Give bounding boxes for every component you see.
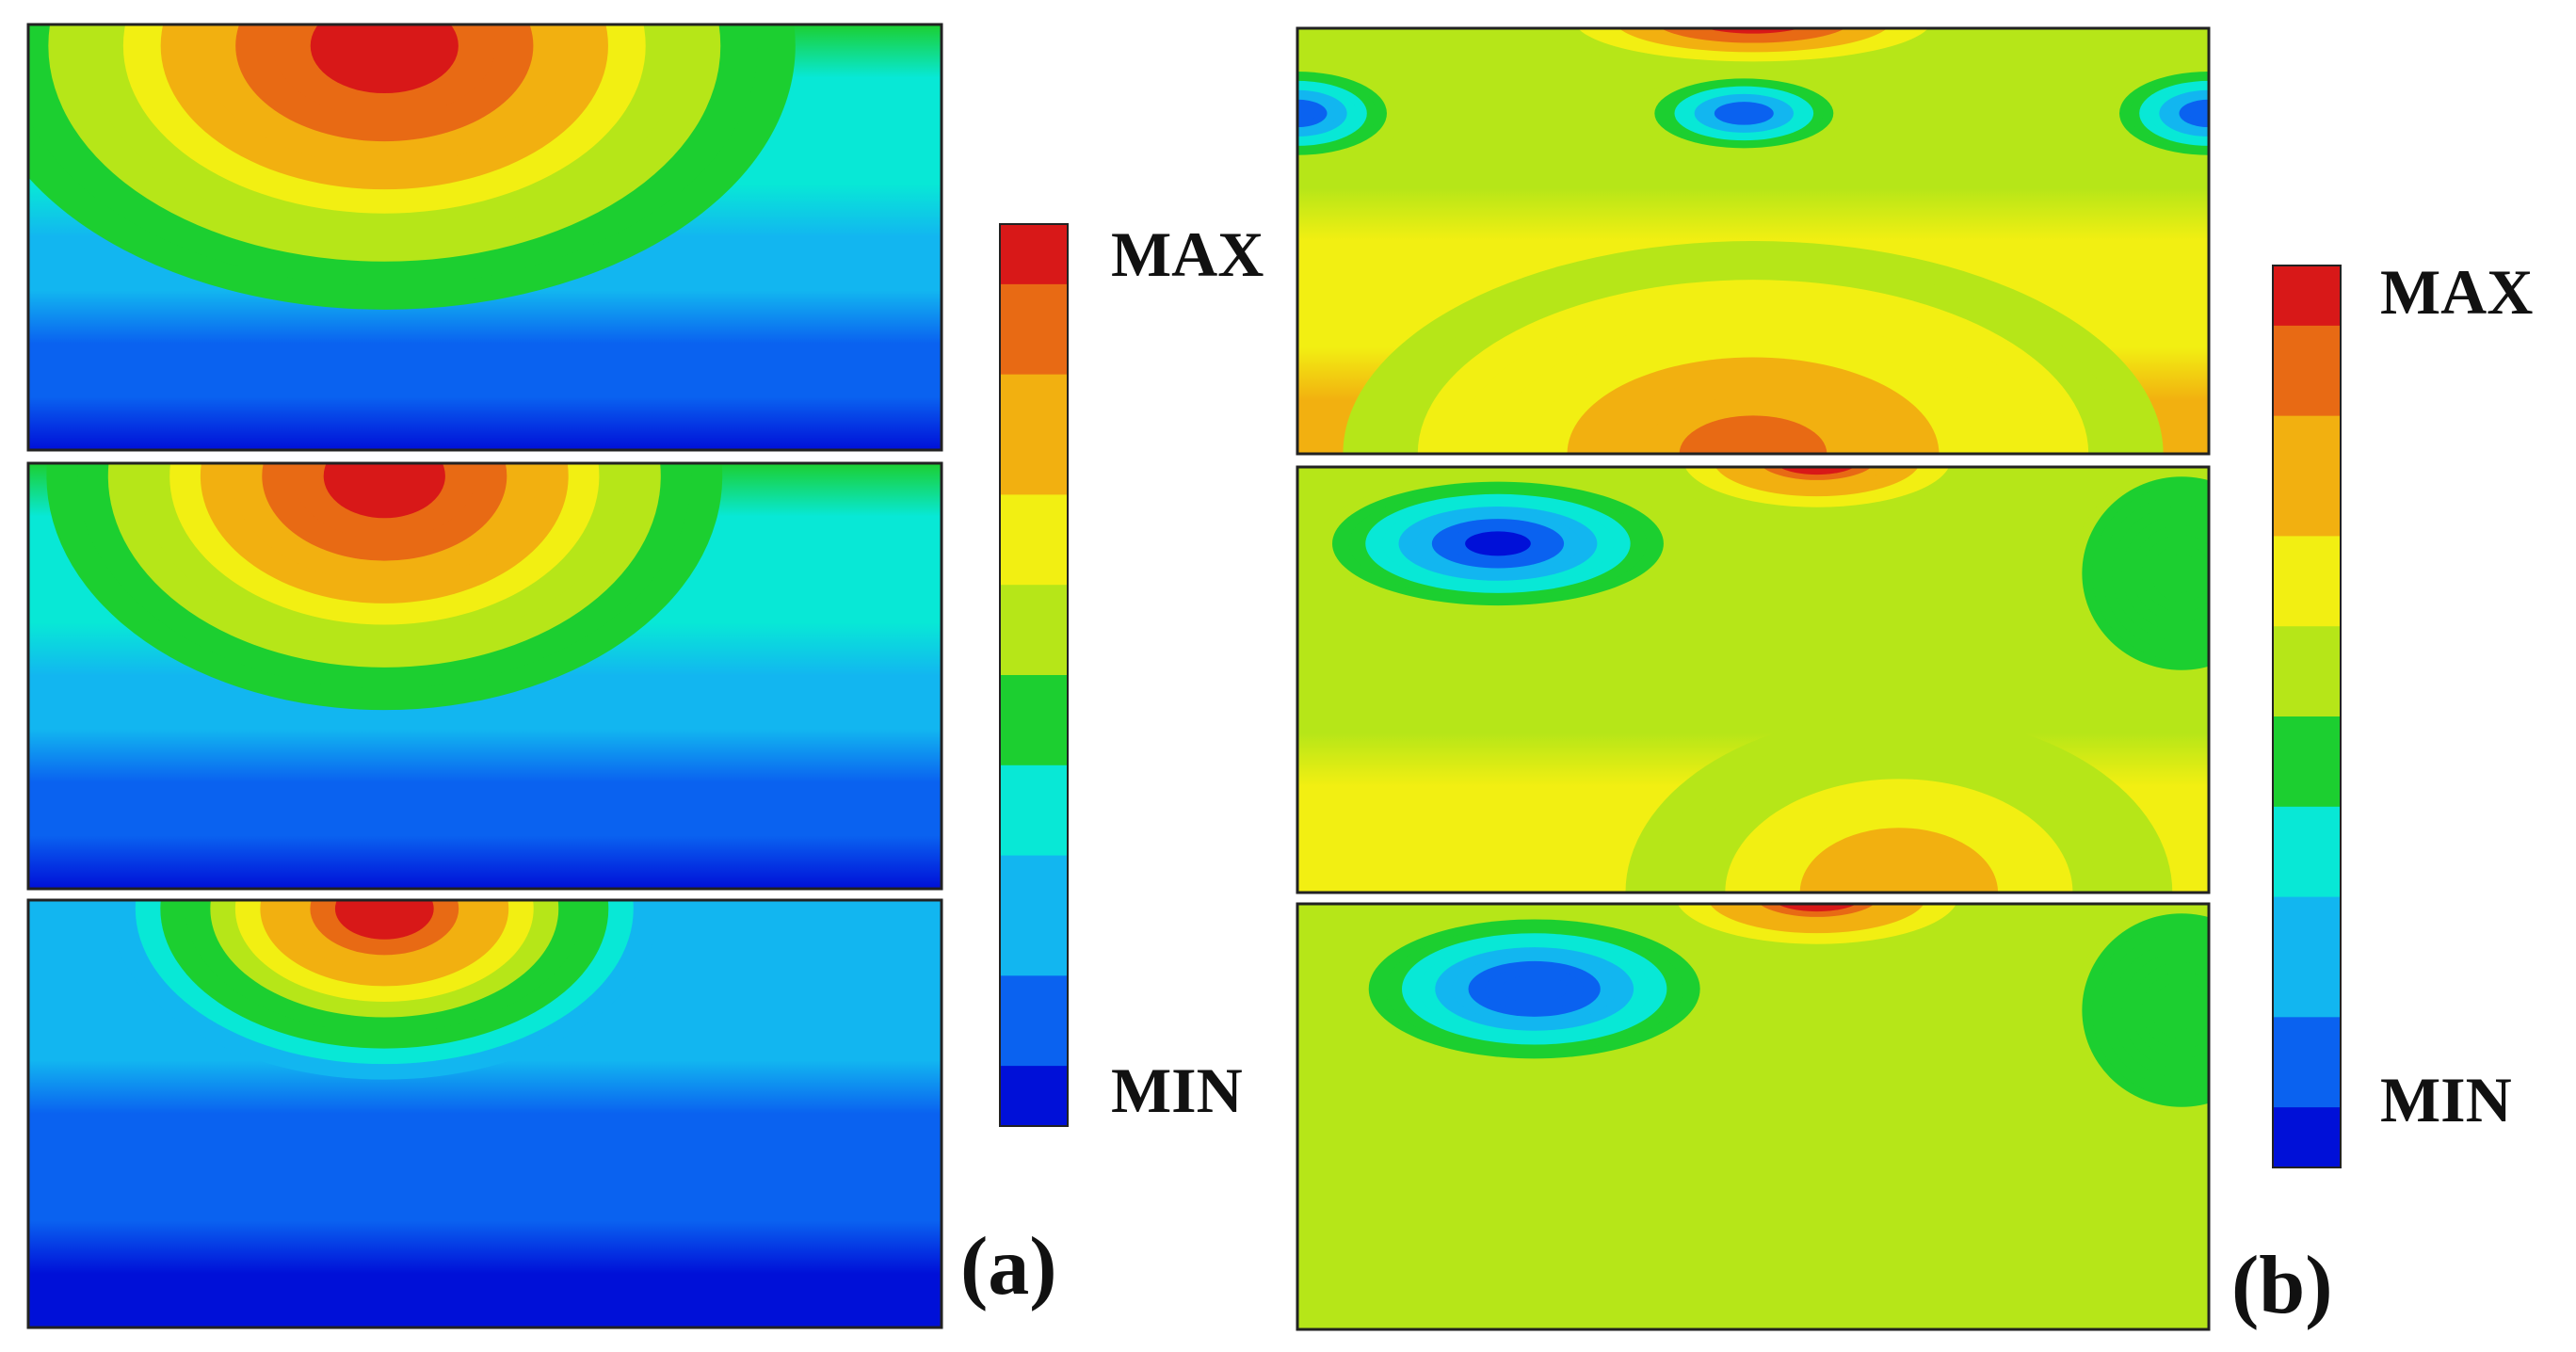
colorbar-segment: [2273, 1077, 2341, 1109]
colorbar-segment: [1000, 434, 1068, 466]
heatmap-a-middle: [28, 463, 942, 889]
colorbar-a-max-label: MAX: [1111, 218, 1264, 290]
colorbar-segment: [2273, 445, 2341, 477]
colorbar-segment: [2273, 325, 2341, 357]
contour-band: [1777, 904, 1858, 912]
colorbar-a-min-label: MIN: [1111, 1054, 1243, 1126]
colorbar-b-min-label: MIN: [2380, 1064, 2512, 1135]
colorbar-segment: [1000, 524, 1068, 556]
colorbar-segment: [1000, 224, 1068, 255]
contour-band: [1679, 415, 1827, 454]
colorbar-segment: [1000, 374, 1068, 406]
contour-band: [1724, 105, 1764, 121]
colorbar-segment: [2273, 626, 2341, 658]
colorbar-segment: [2273, 716, 2341, 748]
contour-band: [2162, 554, 2201, 593]
colorbar-segment: [2273, 776, 2341, 808]
colorbar-segment: [1000, 975, 1068, 1007]
colorbar-segment: [1000, 704, 1068, 736]
colorbar-segment: [1000, 1066, 1068, 1098]
plot-frame-b-bottom: [1296, 902, 2211, 1331]
colorbar-segment: [1000, 555, 1068, 587]
contour-band: [323, 463, 445, 519]
colorbar-segment: [1000, 855, 1068, 887]
colorbar-segment: [1000, 253, 1068, 285]
colorbar-segment: [2273, 746, 2341, 778]
panel-label-b: (b): [2231, 1240, 2333, 1331]
colorbar-a: [999, 223, 1069, 1127]
colorbar-segment: [1000, 825, 1068, 857]
plot-frame-a-bottom: [26, 898, 943, 1329]
colorbar-segment: [1000, 314, 1068, 346]
colorbar-segment: [2273, 385, 2341, 417]
panel-label-a: (a): [960, 1221, 1057, 1312]
colorbar-segment: [2273, 656, 2341, 688]
colorbar-segment: [2273, 987, 2341, 1019]
colorbar-segment: [2273, 866, 2341, 898]
colorbar-segment: [1000, 585, 1068, 617]
contour-band: [2189, 104, 2209, 123]
colorbar-segment: [2273, 836, 2341, 868]
colorbar-segment: [1000, 404, 1068, 436]
colorbar-segment: [2273, 566, 2341, 598]
colorbar-segment: [1000, 795, 1068, 827]
contour-band: [1849, 860, 1949, 893]
colorbar-segment: [2273, 266, 2341, 297]
colorbar-segment: [2273, 415, 2341, 447]
colorbar-segment: [1000, 1096, 1068, 1127]
colorbar-segment: [2273, 355, 2341, 387]
colorbar-segment: [2273, 295, 2341, 327]
heatmap-b-bottom: [1297, 904, 2209, 1329]
colorbar-frame: [2272, 265, 2342, 1168]
colorbar-segment: [2273, 1107, 2341, 1139]
colorbar-b: [2272, 265, 2342, 1168]
contour-band: [310, 24, 459, 94]
colorbar-segment: [1000, 765, 1068, 797]
heatmap-b-top: [1297, 28, 2209, 454]
colorbar-segment: [1000, 945, 1068, 977]
colorbar-segment: [1000, 734, 1068, 766]
contour-band: [1501, 974, 1568, 1004]
colorbar-segment: [1000, 1036, 1068, 1068]
colorbar-frame: [999, 223, 1069, 1127]
colorbar-segment: [1000, 464, 1068, 496]
colorbar-segment: [2273, 506, 2341, 538]
plot-frame-a-middle: [26, 461, 943, 891]
contour-band: [2162, 990, 2201, 1030]
colorbar-segment: [2273, 475, 2341, 507]
plot-frame-b-top: [1296, 26, 2211, 456]
colorbar-segment: [2273, 1047, 2341, 1079]
colorbar-segment: [2273, 536, 2341, 568]
colorbar-segment: [2273, 957, 2341, 989]
colorbar-segment: [2273, 806, 2341, 838]
contour-band: [1465, 531, 1531, 556]
heatmap-a-top: [28, 24, 942, 450]
colorbar-segment: [1000, 885, 1068, 917]
colorbar-segment: [1000, 1006, 1068, 1038]
colorbar-segment: [2273, 896, 2341, 928]
colorbar-b-max-label: MAX: [2380, 256, 2534, 328]
plot-frame-b-middle: [1296, 465, 2211, 894]
plot-frame-a-top: [26, 23, 943, 452]
contour-band: [1297, 104, 1317, 123]
colorbar-segment: [2273, 596, 2341, 628]
colorbar-segment: [1000, 915, 1068, 947]
colorbar-segment: [1000, 494, 1068, 526]
colorbar-segment: [1000, 675, 1068, 706]
heatmap-a-bottom: [28, 900, 942, 1328]
colorbar-segment: [1000, 645, 1068, 676]
colorbar-segment: [1000, 615, 1068, 647]
colorbar-segment: [2273, 1137, 2341, 1168]
colorbar-segment: [2273, 1017, 2341, 1049]
contour-band: [1738, 28, 1768, 29]
contour-band: [334, 900, 434, 940]
contour-band: [1779, 467, 1855, 475]
colorbar-segment: [2273, 686, 2341, 717]
colorbar-segment: [2273, 926, 2341, 958]
colorbar-segment: [1000, 283, 1068, 315]
heatmap-b-middle: [1297, 467, 2209, 893]
colorbar-segment: [1000, 344, 1068, 376]
